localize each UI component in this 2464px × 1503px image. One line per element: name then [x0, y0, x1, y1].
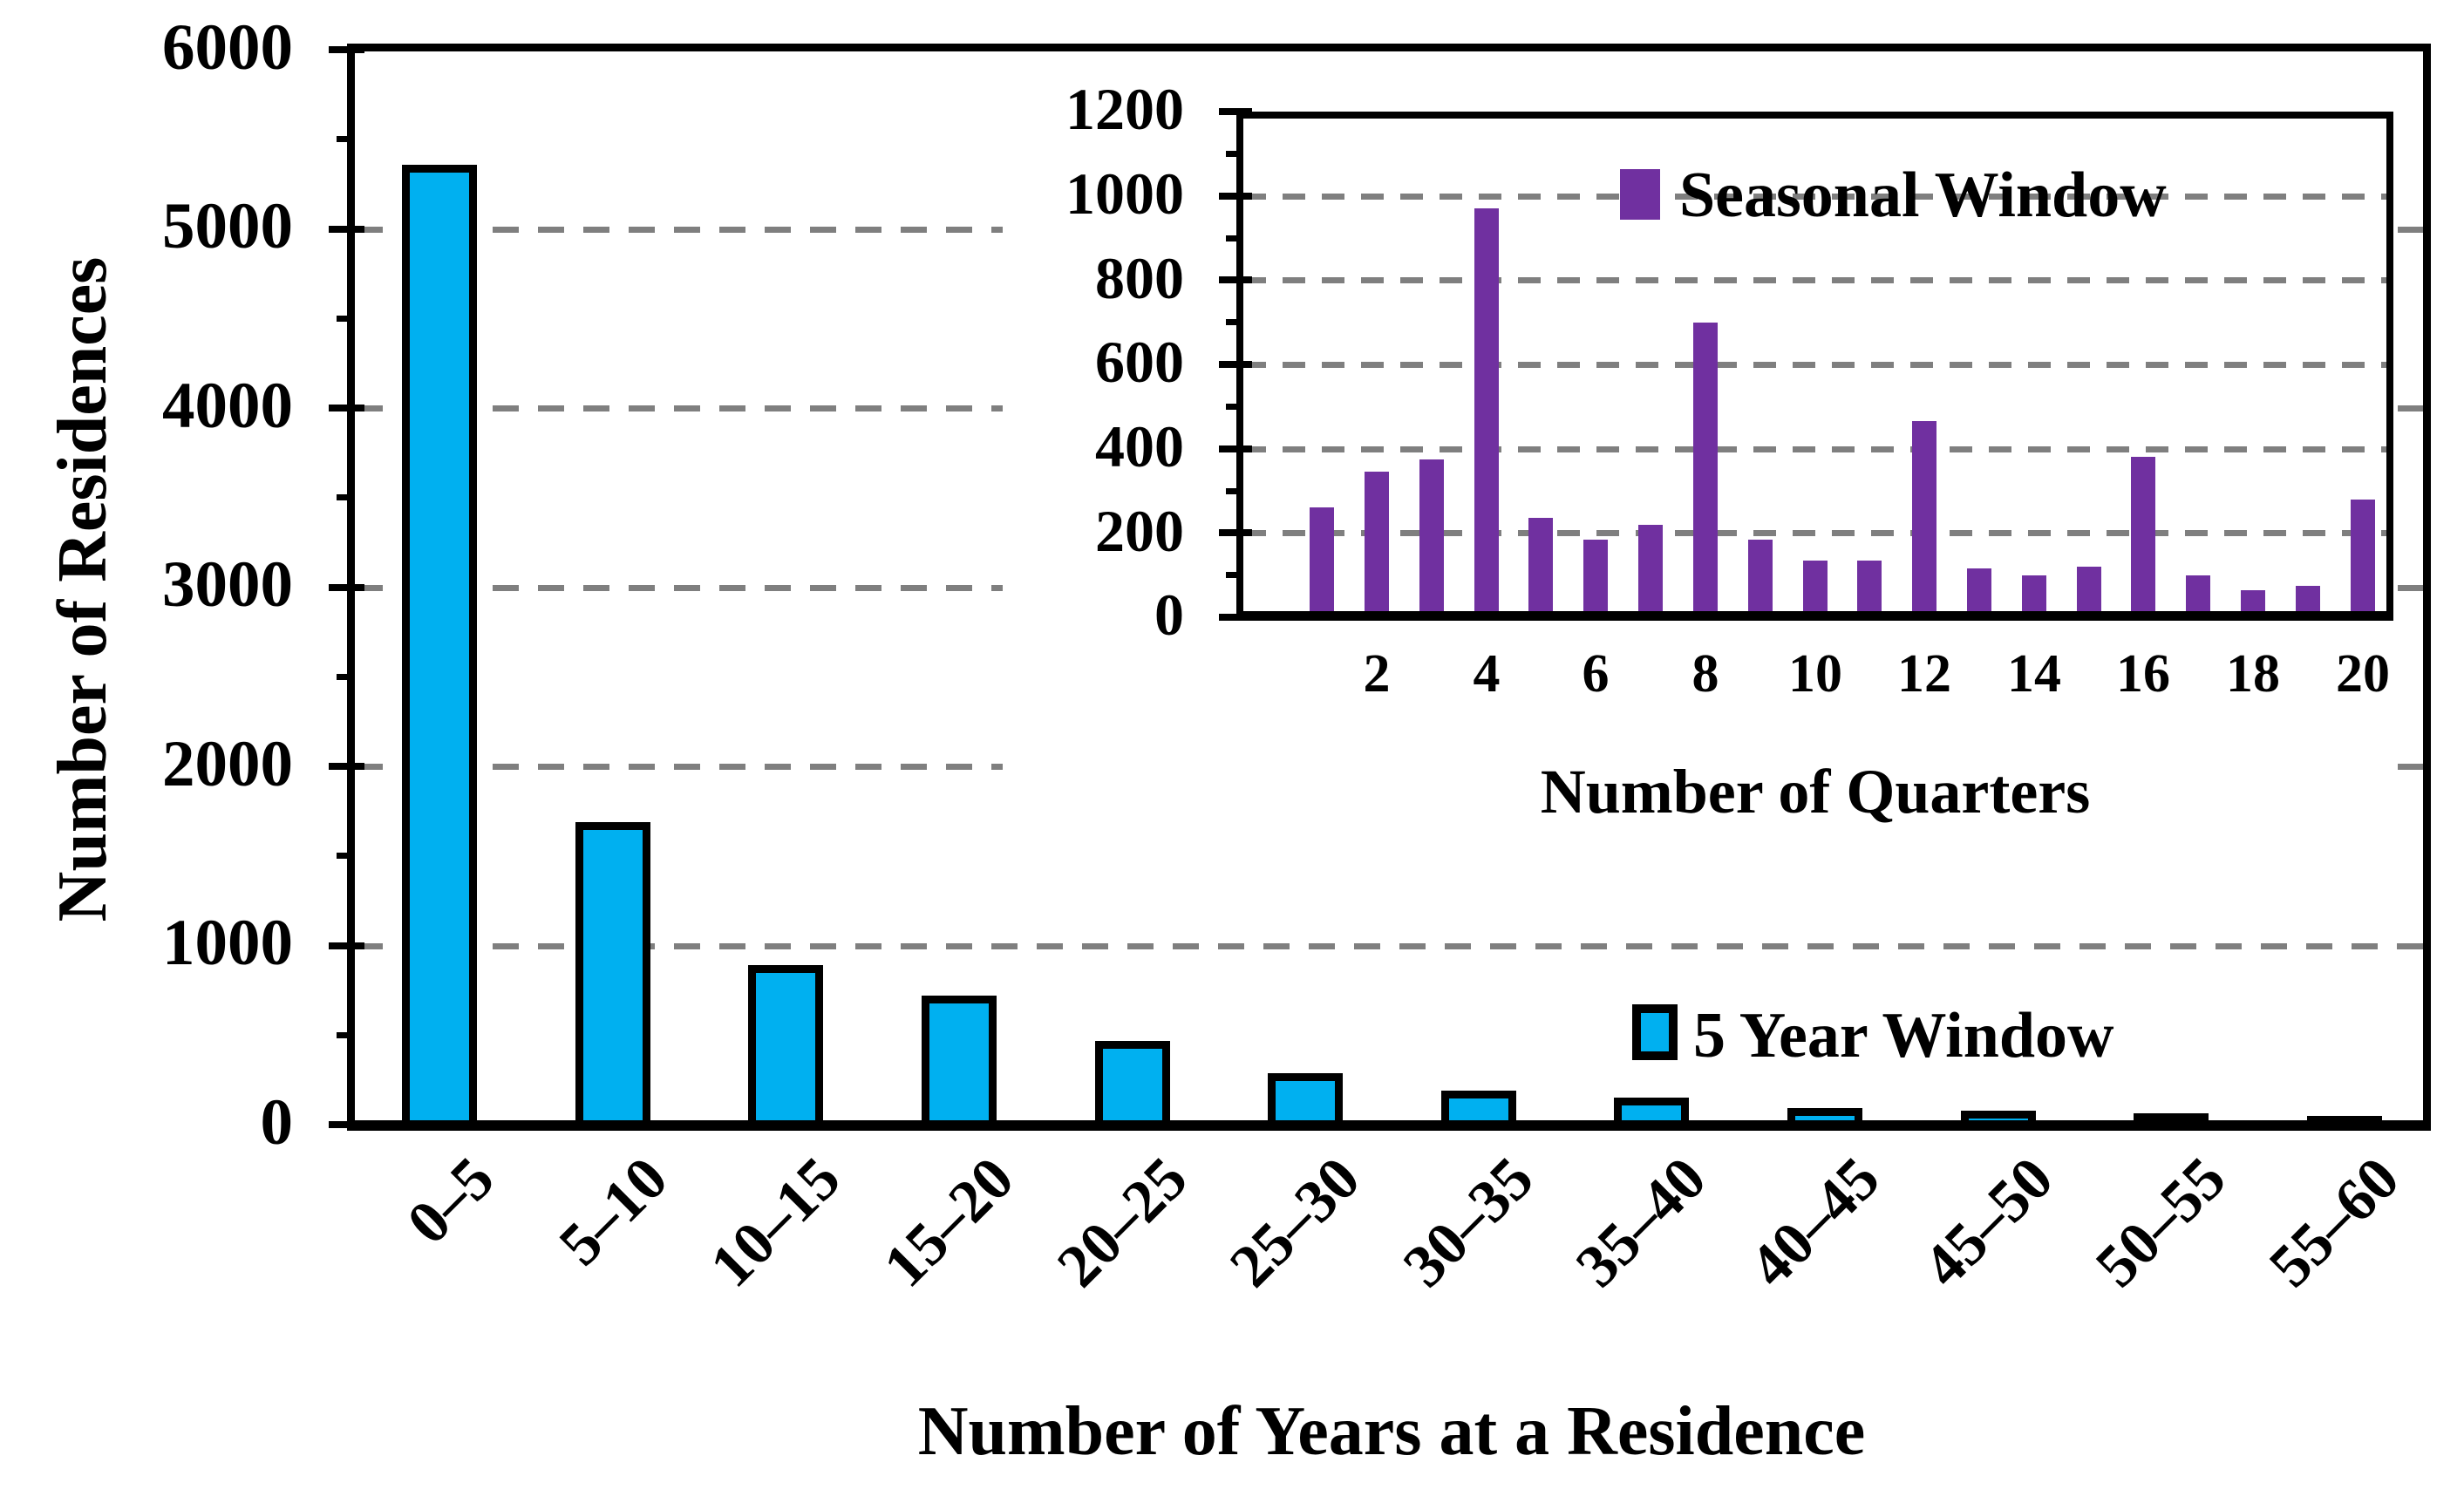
- main-gridline-1000: [357, 943, 2423, 949]
- inset-legend-label: Seasonal Window: [1679, 160, 2167, 231]
- inset-ytick-800: [1219, 276, 1252, 283]
- inset-bar-q11: [1857, 561, 1882, 617]
- inset-bar-q3: [1419, 459, 1444, 617]
- main-ytick-minor-3500: [337, 494, 353, 500]
- main-legend-swatch: [1632, 1004, 1678, 1060]
- main-ytick-5000: [329, 226, 364, 233]
- inset-bar-q7: [1638, 525, 1663, 617]
- inset-legend-swatch: [1620, 169, 1660, 220]
- inset-bar-q2: [1365, 472, 1389, 617]
- inset-xtick-label-8: 8: [1691, 644, 1719, 704]
- main-ytick-2000: [329, 763, 364, 770]
- main-ytick-1000: [329, 942, 364, 949]
- inset-bar-q10: [1803, 561, 1828, 617]
- inset-xtick-label-10: 10: [1788, 644, 1842, 704]
- inset-gridline-200: [1243, 530, 2386, 536]
- main-plot-frame: [347, 44, 2431, 1131]
- inset-ytick-200: [1219, 529, 1252, 536]
- inset-gridline-600: [1243, 362, 2386, 368]
- inset-bar-q14: [2022, 575, 2046, 617]
- main-ytick-3000: [329, 584, 364, 591]
- inset-bar-q15: [2077, 567, 2101, 617]
- main-y-axis-title: Number of Residences: [44, 256, 121, 922]
- main-ytick-minor-1500: [337, 853, 353, 859]
- inset-bar-q5: [1528, 518, 1553, 617]
- inset-xtick-label-12: 12: [1897, 644, 1951, 704]
- inset-ytick-1200: [1219, 108, 1252, 115]
- main-ytick-label-2000: 2000: [162, 728, 293, 800]
- inset-bar-q17: [2186, 575, 2210, 617]
- inset-ytick-minor-900: [1226, 235, 1240, 241]
- main-bar-35–40: [1614, 1098, 1689, 1125]
- inset-plot-frame: [1236, 112, 2393, 621]
- inset-x-axis-title: Number of Quarters: [1540, 757, 2091, 826]
- inset-gridline-400: [1243, 446, 2386, 452]
- inset-bar-q12: [1912, 421, 1936, 617]
- inset-bar-q20: [2351, 500, 2375, 617]
- main-bar-0–5: [402, 165, 477, 1125]
- inset-ytick-0: [1219, 614, 1252, 621]
- main-ytick-label-5000: 5000: [162, 190, 293, 262]
- main-bar-30–35: [1441, 1091, 1516, 1125]
- main-ytick-minor-5500: [337, 136, 353, 142]
- main-ytick-label-3000: 3000: [162, 548, 293, 621]
- main-legend-label: 5 Year Window: [1693, 1000, 2114, 1071]
- inset-ytick-minor-1100: [1226, 151, 1240, 157]
- inset-ytick-label-600: 600: [1095, 329, 1184, 395]
- main-ytick-label-1000: 1000: [162, 907, 293, 979]
- inset-bar-q13: [1967, 568, 1991, 617]
- inset-bar-q16: [2131, 457, 2155, 617]
- inset-ytick-minor-100: [1226, 572, 1240, 578]
- main-ytick-minor-2500: [337, 674, 353, 680]
- inset-gridline-1000: [1243, 194, 2386, 200]
- inset-bar-q8: [1693, 323, 1718, 617]
- inset-xtick-label-14: 14: [2007, 644, 2061, 704]
- main-bar-20–25: [1095, 1041, 1170, 1125]
- main-ytick-label-6000: 6000: [162, 11, 293, 84]
- inset-ytick-minor-700: [1226, 319, 1240, 325]
- inset-xtick-label-20: 20: [2336, 644, 2390, 704]
- inset-bar-q9: [1748, 540, 1773, 617]
- inset-ytick-600: [1219, 361, 1252, 368]
- main-ytick-label-0: 0: [260, 1086, 294, 1159]
- inset-xtick-label-4: 4: [1473, 644, 1501, 704]
- inset-xtick-label-16: 16: [2116, 644, 2170, 704]
- inset-ytick-minor-500: [1226, 404, 1240, 410]
- main-ytick-6000: [329, 46, 364, 53]
- inset-xtick-label-18: 18: [2226, 644, 2280, 704]
- main-ytick-0: [329, 1121, 364, 1128]
- main-x-axis-title: Number of Years at a Residence: [917, 1393, 1866, 1470]
- main-ytick-label-4000: 4000: [162, 370, 293, 442]
- inset-gridline-800: [1243, 277, 2386, 283]
- main-bar-10–15: [748, 965, 823, 1125]
- inset-ytick-label-1200: 1200: [1065, 76, 1184, 142]
- main-bar-25–30: [1268, 1073, 1343, 1125]
- inset-ytick-label-1000: 1000: [1065, 160, 1184, 227]
- inset-ytick-label-800: 800: [1095, 245, 1184, 311]
- inset-bar-q1: [1310, 507, 1334, 617]
- inset-ytick-label-400: 400: [1095, 413, 1184, 479]
- main-ytick-4000: [329, 405, 364, 411]
- main-ytick-minor-4500: [337, 316, 353, 322]
- inset-bar-q4: [1474, 208, 1499, 617]
- inset-ytick-minor-300: [1226, 488, 1240, 494]
- inset-bar-q6: [1583, 540, 1608, 617]
- main-bar-5–10: [575, 822, 650, 1125]
- inset-xtick-label-6: 6: [1582, 644, 1610, 704]
- main-ytick-minor-500: [337, 1032, 353, 1038]
- inset-ytick-400: [1219, 445, 1252, 452]
- inset-ytick-label-200: 200: [1095, 498, 1184, 564]
- inset-ytick-label-0: 0: [1154, 581, 1184, 648]
- inset-ytick-1000: [1219, 193, 1252, 200]
- main-bar-15–20: [922, 996, 997, 1125]
- inset-xtick-label-2: 2: [1363, 644, 1391, 704]
